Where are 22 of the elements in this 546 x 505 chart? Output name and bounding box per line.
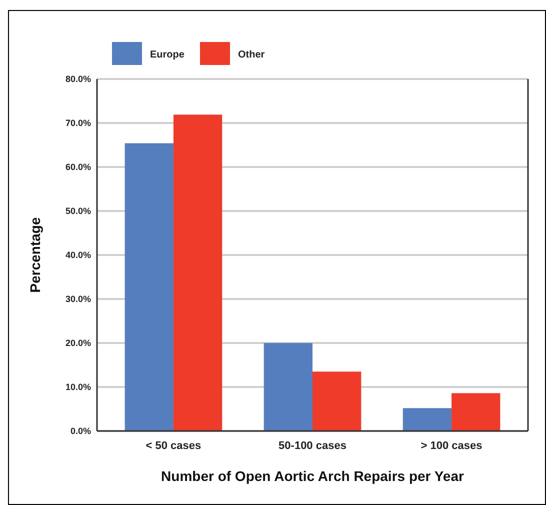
legend-label: Other — [238, 50, 265, 60]
legend-label: Europe — [150, 50, 185, 60]
y-tick-label: 50.0% — [65, 206, 91, 216]
y-tick-label: 70.0% — [65, 118, 91, 128]
y-tick-label: 80.0% — [65, 74, 91, 84]
y-tick-label: 0.0% — [70, 426, 91, 436]
x-tick-label: < 50 cases — [146, 440, 202, 452]
y-axis-title: Percentage — [27, 217, 43, 293]
bar — [173, 114, 222, 431]
bar — [124, 143, 174, 431]
bar — [264, 343, 312, 431]
y-tick-label: 30.0% — [65, 294, 91, 304]
x-tick-label: > 100 cases — [420, 440, 482, 452]
x-tick-label: 50-100 cases — [278, 440, 346, 452]
bar — [312, 372, 362, 431]
y-tick-label: 40.0% — [65, 250, 91, 260]
y-tick-label: 20.0% — [65, 338, 91, 348]
bar — [402, 408, 452, 431]
y-tick-label: 10.0% — [65, 382, 91, 392]
x-axis-title: Number of Open Aortic Arch Repairs per Year — [161, 468, 464, 484]
bar — [452, 393, 500, 431]
y-tick-label: 60.0% — [65, 162, 91, 172]
